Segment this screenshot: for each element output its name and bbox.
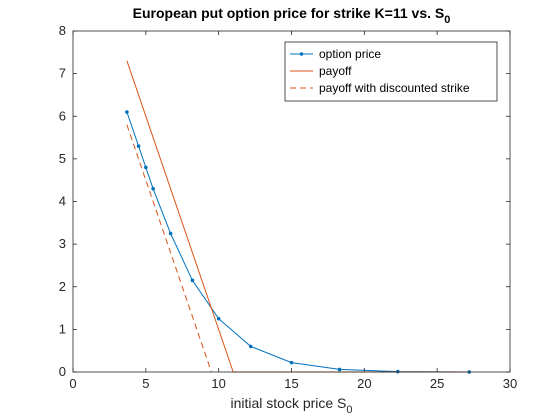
y-tick-label: 2: [59, 279, 66, 294]
y-tick-label: 8: [59, 23, 66, 38]
data-point: [144, 165, 148, 170]
data-point: [168, 231, 173, 236]
data-point: [248, 344, 253, 349]
y-tick-label: 3: [59, 236, 66, 251]
legend-label: option price: [319, 47, 381, 61]
x-tick-label: 0: [69, 376, 76, 391]
x-tick-label: 30: [503, 376, 517, 391]
legend-label: payoff: [319, 64, 352, 78]
y-tick-label: 7: [59, 66, 66, 81]
legend-label: payoff with discounted strike: [319, 81, 470, 95]
y-tick-label: 0: [59, 364, 66, 379]
x-tick-label: 25: [430, 376, 444, 391]
ticks-layer: 0 5 10 15 20 25 30 0 1 2 3 4 5 6 7 8: [59, 23, 517, 391]
y-tick-label: 1: [59, 321, 66, 336]
y-tick-label: 5: [59, 151, 66, 166]
series-line-1: [126, 111, 470, 373]
legend-box: [284, 41, 498, 102]
data-point: [337, 367, 342, 372]
data-point: [151, 186, 155, 191]
x-tick-label: 5: [142, 376, 149, 391]
data-point: [289, 360, 294, 365]
x-tick-label: 20: [357, 376, 371, 391]
x-tick-label: 15: [284, 376, 298, 391]
legend: option price payoff payoff with discounted…: [284, 41, 498, 102]
series-line-3: [126, 124, 212, 373]
data-point: [125, 110, 129, 114]
y-tick-label: 6: [59, 108, 66, 123]
x-tick-label: 10: [211, 376, 225, 391]
data-point: [216, 316, 221, 321]
data-point: [190, 278, 195, 283]
legend-marker: [299, 52, 304, 56]
chart-title: European put option price for strike K=1…: [133, 5, 451, 26]
legend-entries: option price payoff payoff with discounted…: [290, 47, 470, 95]
data-point: [136, 144, 141, 148]
y-tick-label: 4: [59, 194, 66, 209]
x-axis-label: initial stock price S0: [230, 395, 352, 416]
